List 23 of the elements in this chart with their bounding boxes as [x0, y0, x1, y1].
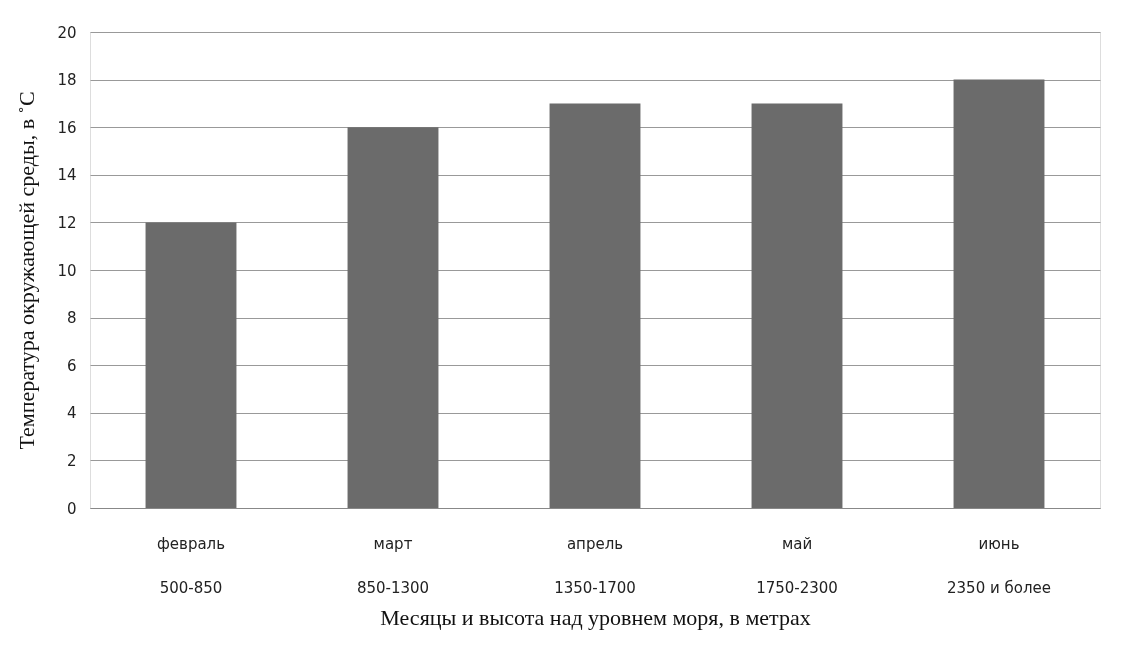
y-tick-label: 20 — [57, 23, 77, 42]
category-label: март 850-1300 — [356, 534, 430, 597]
y-tick-label: 2 — [66, 451, 77, 470]
bar — [549, 103, 641, 508]
y-tick-label: 16 — [57, 118, 77, 137]
y-tick-label: 10 — [57, 261, 77, 280]
y-tick-label: 12 — [57, 213, 77, 232]
bar — [347, 127, 439, 508]
y-tick-label: 0 — [66, 499, 77, 518]
bar — [145, 222, 237, 508]
category-label: февраль 500-850 — [156, 534, 226, 597]
y-tick-label: 18 — [57, 71, 77, 90]
y-tick-label: 8 — [66, 309, 77, 328]
y-axis-title: Температура окружающей среды, в ˚С — [14, 91, 40, 450]
category-label: апрель 1350-1700 — [554, 534, 636, 597]
y-tick-label: 6 — [66, 356, 77, 375]
x-axis-title: Месяцы и высота над уровнем моря, в метрах — [380, 604, 811, 630]
y-tick-label: 14 — [57, 166, 77, 185]
bar — [751, 103, 843, 508]
bar — [953, 79, 1045, 508]
category-label: июнь 2350 и более — [947, 534, 1051, 597]
y-tick-label: 4 — [66, 404, 77, 423]
category-label: май 1750-2300 — [756, 534, 838, 597]
